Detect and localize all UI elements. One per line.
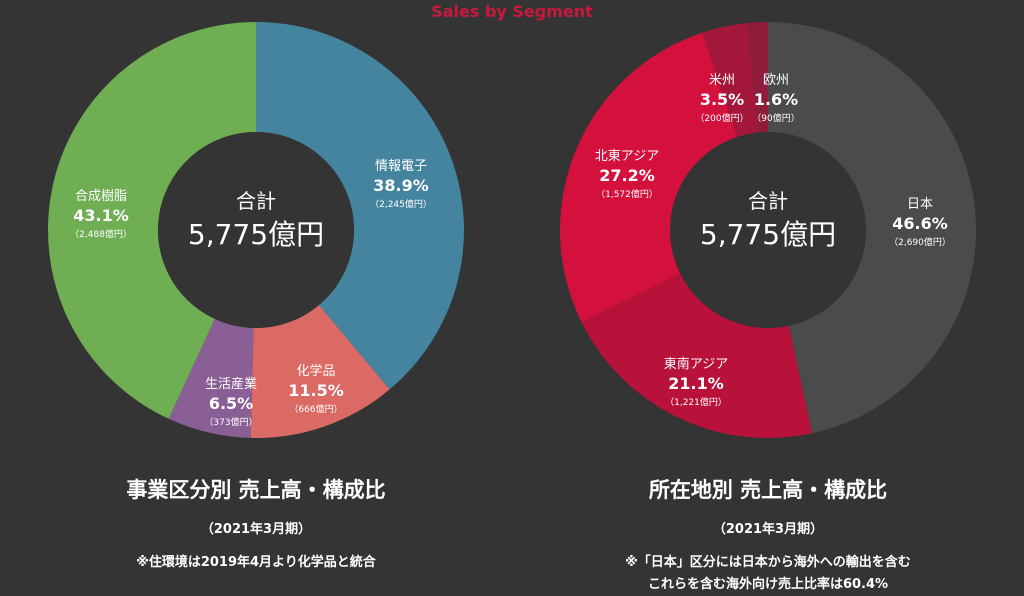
chart-period-region: （2021年3月期） bbox=[712, 522, 824, 537]
slice-label-region-0: 日本 bbox=[907, 197, 933, 212]
slice-percent-region-1: 21.1% bbox=[668, 374, 724, 393]
chart-period-segment: （2021年3月期） bbox=[200, 522, 312, 537]
chart-note-region-2: これらを含む海外向け売上比率は60.4% bbox=[647, 577, 889, 592]
slice-label-segment-0: 情報電子 bbox=[375, 159, 427, 174]
slice-label-region-2: 北東アジア bbox=[595, 148, 659, 164]
slice-amount-region-2: （1,572億円） bbox=[596, 188, 658, 200]
slice-percent-segment-3: 43.1% bbox=[73, 206, 129, 225]
slice-label-region-4: 欧州 bbox=[763, 73, 789, 88]
donut-slice-region-4 bbox=[747, 22, 768, 133]
slice-amount-segment-3: （2,488億円） bbox=[70, 228, 132, 240]
chart-note-segment: ※住環境は2019年4月より化学品と統合 bbox=[136, 555, 376, 570]
center-label-segment: 合計 bbox=[236, 189, 276, 213]
slice-label-segment-1: 化学品 bbox=[296, 363, 335, 379]
chart-title-segment: 事業区分別 売上高・構成比 bbox=[126, 478, 386, 502]
slice-percent-region-0: 46.6% bbox=[892, 214, 948, 233]
donut-slice-region-0 bbox=[768, 22, 976, 434]
donut-slice-region-1 bbox=[581, 273, 813, 438]
chart-title-region: 所在地別 売上高・構成比 bbox=[648, 478, 888, 502]
slice-amount-region-1: （1,221億円） bbox=[665, 396, 727, 408]
donut-slice-region-2 bbox=[560, 32, 738, 323]
chart-note-region: ※「日本」区分には日本から海外への輸出を含む bbox=[625, 555, 911, 570]
slice-label-segment-2: 生活産業 bbox=[205, 376, 257, 392]
slice-percent-segment-0: 38.9% bbox=[373, 176, 429, 195]
slice-amount-segment-1: （666億円） bbox=[289, 403, 342, 415]
slice-percent-region-3: 3.5% bbox=[700, 90, 744, 109]
donut-slice-region-3 bbox=[702, 23, 759, 137]
donut-slice-segment-3 bbox=[47, 22, 257, 419]
slice-percent-region-2: 27.2% bbox=[599, 166, 655, 185]
donut-hole-region bbox=[670, 132, 866, 328]
center-value-segment: 5,775億円 bbox=[188, 218, 324, 251]
center-value-region: 5,775億円 bbox=[700, 218, 836, 251]
slice-label-region-1: 東南アジア bbox=[664, 356, 728, 372]
donut-hole-segment bbox=[158, 132, 354, 328]
donut-charts: 合計 5,775億円 情報電子 38.9% （2,245億円） 化学品 11.5% （666億… bbox=[47, 22, 976, 439]
donut-slice-segment-0 bbox=[256, 22, 465, 390]
center-label-region: 合計 bbox=[748, 189, 788, 213]
slice-percent-segment-1: 11.5% bbox=[288, 381, 344, 400]
slice-amount-region-3: （200億円） bbox=[695, 112, 748, 124]
slice-amount-segment-2: （373億円） bbox=[204, 416, 257, 428]
page-title: Sales by Segment bbox=[431, 2, 593, 21]
slice-amount-region-4: （90億円） bbox=[752, 112, 799, 124]
slice-label-region-3: 米州 bbox=[709, 73, 735, 88]
donut-slice-segment-2 bbox=[168, 318, 254, 438]
slice-percent-segment-2: 6.5% bbox=[209, 394, 253, 413]
slice-percent-region-4: 1.6% bbox=[754, 90, 798, 109]
donut-slice-segment-1 bbox=[250, 305, 390, 439]
slice-amount-segment-0: （2,245億円） bbox=[370, 198, 432, 210]
slice-amount-region-0: （2,690億円） bbox=[889, 236, 951, 248]
slice-label-segment-3: 合成樹脂 bbox=[75, 189, 127, 204]
